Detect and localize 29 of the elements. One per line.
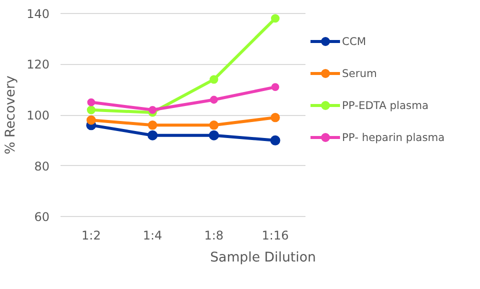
point	[210, 75, 218, 84]
legend-label: PP-EDTA plasma	[342, 98, 428, 112]
point	[87, 98, 96, 106]
point	[271, 83, 280, 91]
y-tick-label: 120	[26, 58, 50, 72]
point	[270, 135, 280, 146]
y-tick-label: 140	[26, 6, 50, 21]
point	[270, 14, 280, 23]
point	[209, 120, 219, 130]
legend-label: CCM	[342, 34, 366, 48]
point	[148, 130, 158, 140]
point	[270, 112, 280, 122]
point	[148, 120, 158, 130]
y-tick-label: 80	[34, 159, 50, 174]
x-tick-label: 1:8	[204, 228, 224, 242]
x-axis-title: Sample Dilution	[210, 250, 316, 266]
point	[210, 96, 218, 104]
point	[208, 130, 219, 140]
x-tick-label: 1:2	[82, 228, 101, 242]
y-tick-label: 100	[26, 108, 50, 122]
y-axis-title: % Recovery	[4, 76, 19, 154]
x-tick-label: 1:4	[142, 228, 162, 242]
legend-label: PP- heparin plasma	[342, 130, 445, 144]
y-tick-label: 60	[34, 210, 50, 224]
legend-label: Serum	[342, 66, 377, 80]
point	[148, 106, 156, 114]
point	[86, 115, 96, 125]
point	[86, 106, 96, 114]
x-tick-label: 1:16	[262, 228, 289, 242]
